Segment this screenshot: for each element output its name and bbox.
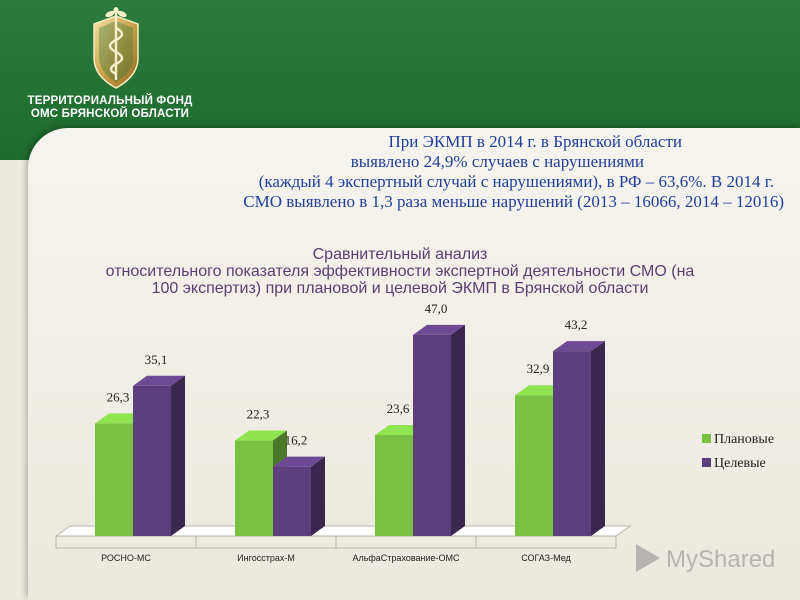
data-label: 32,9	[527, 361, 550, 376]
bar-top-target	[413, 324, 465, 335]
x-tick-label: СОГАЗ-Мед	[521, 553, 571, 563]
bar-top-target	[553, 341, 605, 352]
x-tick-label: Ингосстрах-М	[237, 553, 295, 563]
chart-title-line-2: относительного показателя эффективности …	[105, 263, 695, 280]
x-tick-label: АльфаСтрахование-ОМС	[352, 553, 460, 563]
play-triangle-icon	[636, 544, 660, 572]
data-label: 43,2	[565, 317, 588, 332]
bar-side-target	[451, 324, 465, 536]
bar-front-planned	[95, 423, 133, 536]
data-label: 35,1	[145, 352, 168, 367]
data-label: 47,0	[425, 301, 448, 316]
bar-top-target	[133, 375, 185, 386]
intro-line-2: выявлено 24,9% случаев с нарушениями	[350, 152, 644, 171]
chart-title: Сравнительный анализ относительного пока…	[40, 246, 760, 297]
bar-front-target	[273, 466, 311, 536]
chart-title-line-1: Сравнительный анализ	[312, 246, 488, 263]
data-label: 23,6	[387, 401, 410, 416]
chart-title-line-3: 100 экспертиз) при плановой и целевой ЭК…	[151, 280, 649, 297]
intro-text: При ЭКМП в 2014 г. в Брянской области вы…	[120, 132, 800, 212]
bar-front-planned	[235, 440, 273, 536]
intro-line-3: (каждый 4 экспертный случай с нарушениям…	[258, 172, 774, 191]
legend-label-planned: Плановые	[714, 432, 774, 447]
caduceus-shield-icon	[93, 7, 139, 89]
org-name-line2: ОМС БРЯНСКОЙ ОБЛАСТИ	[30, 108, 190, 120]
legend-swatch-target	[702, 458, 711, 467]
bar-front-target	[133, 385, 171, 536]
bar-top-target	[273, 456, 325, 467]
org-name: ТЕРРИТОРИАЛЬНЫЙ ФОНД ОМС БРЯНСКОЙ ОБЛАСТ…	[20, 95, 200, 121]
bar-side-target	[171, 375, 185, 536]
bar-front-planned	[515, 395, 553, 536]
bar-front-target	[553, 351, 591, 536]
intro-line-4: СМО выявлено в 1,3 раза меньше нарушений…	[243, 192, 784, 211]
bar-side-target	[591, 341, 605, 536]
watermark: MyShared	[636, 544, 775, 573]
bar-top-planned	[235, 430, 287, 441]
watermark-text: MyShared	[666, 546, 775, 573]
x-tick-label: РОСНО-МС	[101, 553, 151, 563]
data-label: 16,2	[285, 433, 308, 448]
intro-line-1: При ЭКМП в 2014 г. в Брянской области	[388, 132, 682, 151]
legend-swatch-planned	[702, 434, 711, 443]
legend-label-target: Целевые	[714, 456, 766, 471]
bar-front-planned	[375, 434, 413, 536]
data-label: 22,3	[247, 407, 270, 422]
org-name-line1: ТЕРРИТОРИАЛЬНЫЙ ФОНД	[27, 95, 193, 107]
data-label: 26,3	[107, 389, 130, 404]
bar-side-target	[311, 456, 325, 536]
bar-front-target	[413, 334, 451, 536]
